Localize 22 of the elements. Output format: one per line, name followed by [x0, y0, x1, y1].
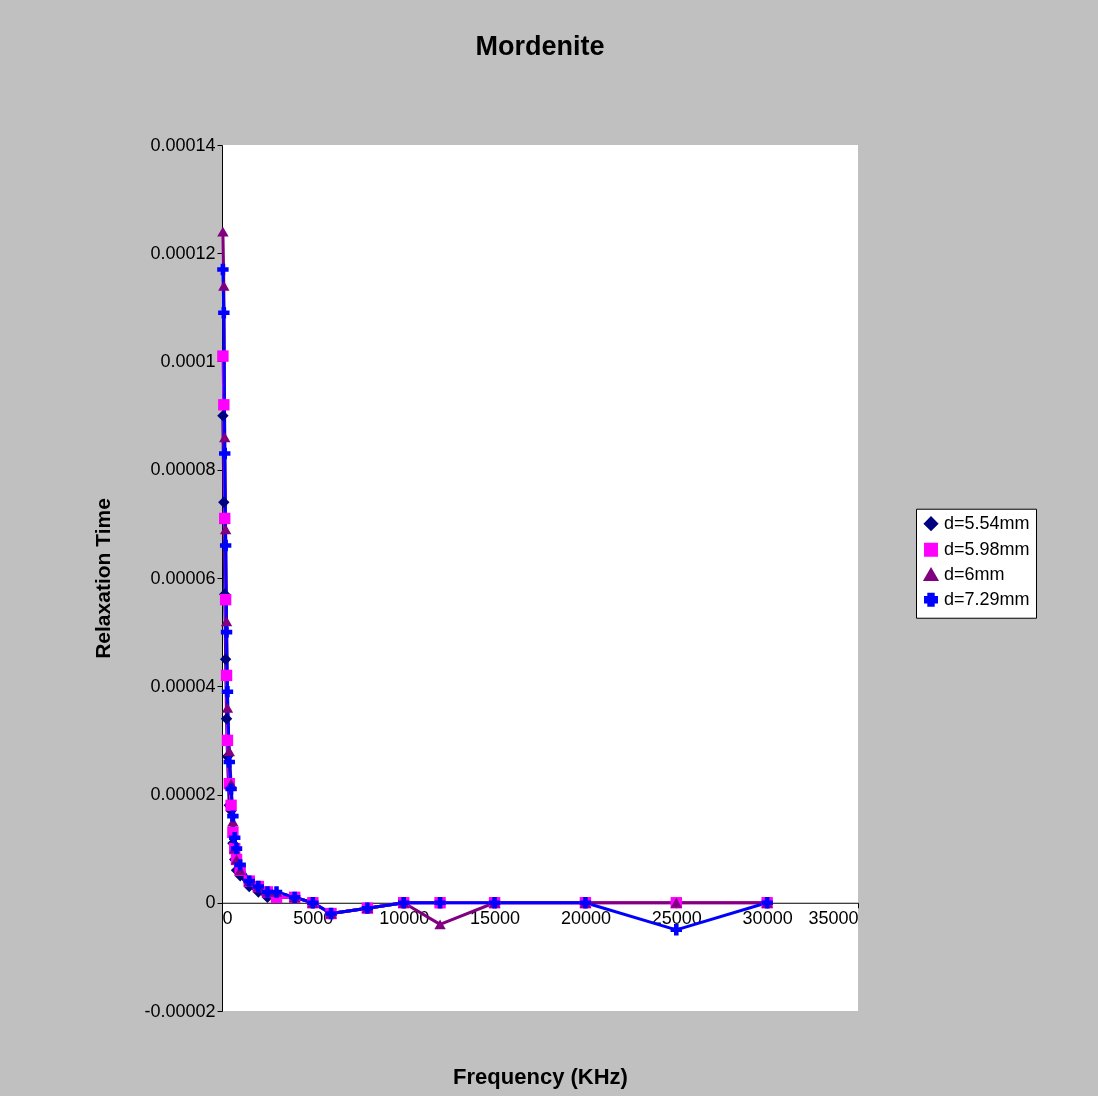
x-tick-label: 15000 [470, 908, 521, 929]
x-tick-label: 35000 [808, 908, 859, 929]
y-tick-label: 0.00002 [150, 784, 216, 804]
x-axis-title: Frequency (KHz) [453, 1063, 628, 1089]
x-tick-label: 30000 [742, 908, 793, 929]
chart-title: Mordenite [475, 31, 605, 61]
y-tick-label: 0.00004 [150, 675, 216, 696]
y-tick-label: 0.00012 [150, 242, 216, 263]
legend-label: d=7.29mm [944, 588, 1030, 609]
y-tick-label: 0 [205, 892, 216, 913]
legend-label: d=5.54mm [944, 512, 1030, 533]
x-tick-label: 20000 [560, 908, 611, 929]
legend-label: d=6mm [944, 563, 1005, 584]
x-tick-label: 0 [222, 908, 233, 929]
y-axis-title: Relaxation Time [91, 498, 115, 659]
y-tick-label: 0.0001 [160, 351, 216, 371]
x-tick-label: 10000 [379, 908, 430, 929]
legend-label: d=5.98mm [944, 538, 1030, 559]
y-tick-label: -0.00002 [144, 1000, 216, 1021]
y-tick-label: 0.00014 [150, 134, 216, 155]
y-tick-label: 0.00008 [150, 459, 216, 480]
y-tick-label: 0.00006 [150, 567, 216, 588]
